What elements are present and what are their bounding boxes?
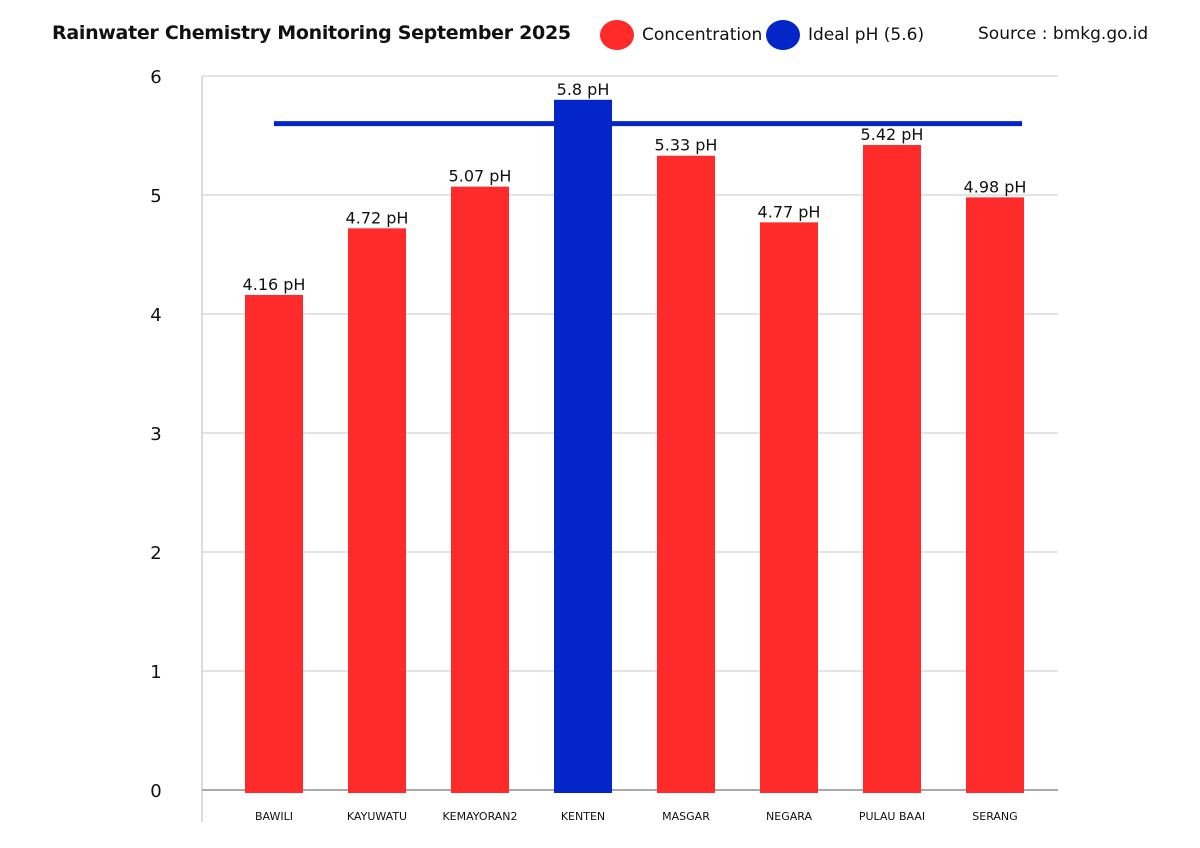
chart-title: Rainwater Chemistry Monitoring September… [52,22,571,44]
bar-kenten [554,99,612,794]
bar-negara [760,222,818,793]
data-label: 5.33 pH [655,136,718,155]
bar-kayuwatu [348,228,406,793]
blue-circle-icon [766,20,800,50]
x-tick-label: BAWILI [255,810,293,823]
legend-item-concentration: Concentration [600,20,762,50]
bar-pulau-baai [863,145,921,793]
legend-label: Concentration [642,25,763,45]
source-note: Source : bmkg.go.id [978,24,1149,44]
x-tick-label: SERANG [972,810,1017,823]
x-tick-label: KENTEN [561,810,605,823]
red-circle-icon [600,20,634,50]
data-label: 4.98 pH [964,177,1027,196]
legend-item-ideal-ph: Ideal pH (5.6) [766,20,924,50]
data-label: 5.07 pH [449,167,512,186]
bar-serang [966,197,1024,793]
y-tick-label: 5 [150,186,161,207]
y-tick-label: 6 [150,67,161,88]
legend-label: Ideal pH (5.6) [808,25,925,45]
x-tick-label: KEMAYORAN2 [442,810,517,823]
bar-masgar [657,155,715,794]
data-label: 4.72 pH [346,208,409,227]
x-tick-label: PULAU BAAI [859,810,925,823]
x-tick-label: MASGAR [662,810,710,823]
bar-bawili [245,294,303,793]
bar-kemayoran2 [451,186,509,794]
y-tick-label: 4 [150,305,161,326]
y-tick-label: 1 [150,662,161,683]
y-tick-label: 2 [150,543,161,564]
data-label: 4.77 pH [758,202,821,221]
y-tick-label: 3 [150,424,161,445]
x-tick-label: NEGARA [766,810,812,823]
y-tick-label: 0 [150,781,161,802]
x-tick-label: KAYUWATU [347,810,407,823]
data-label: 5.42 pH [861,125,924,144]
data-label: 5.8 pH [557,80,610,99]
data-label: 4.16 pH [243,275,306,294]
